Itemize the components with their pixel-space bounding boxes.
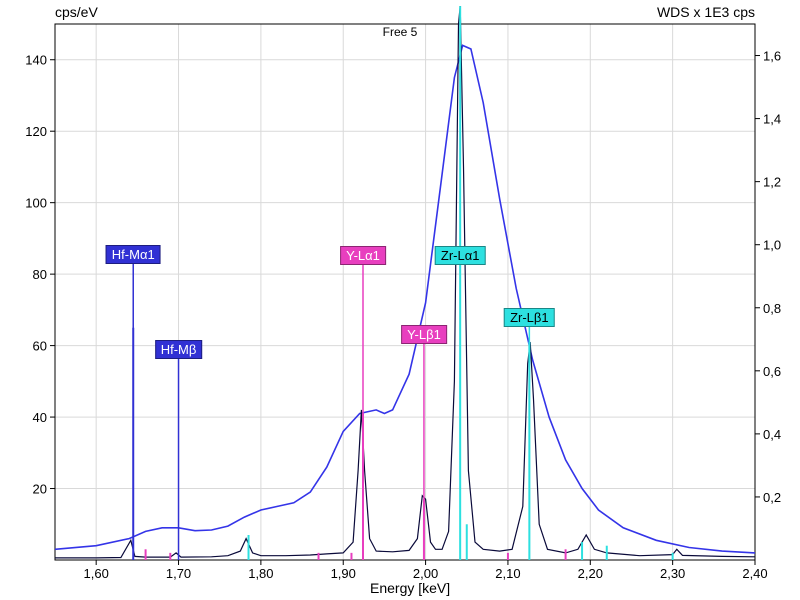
- chart-title: Free 5: [383, 25, 418, 39]
- svg-text:1,90: 1,90: [331, 566, 356, 581]
- svg-text:1,4: 1,4: [763, 112, 781, 127]
- svg-text:1,60: 1,60: [84, 566, 109, 581]
- svg-text:2,40: 2,40: [742, 566, 767, 581]
- svg-text:1,2: 1,2: [763, 175, 781, 190]
- svg-text:0,6: 0,6: [763, 364, 781, 379]
- svg-text:100: 100: [25, 196, 47, 211]
- svg-text:2,00: 2,00: [413, 566, 438, 581]
- svg-text:60: 60: [33, 339, 47, 354]
- svg-text:0,4: 0,4: [763, 427, 781, 442]
- svg-text:0,8: 0,8: [763, 301, 781, 316]
- left-axis-title: cps/eV: [55, 4, 98, 20]
- svg-text:2,20: 2,20: [578, 566, 603, 581]
- svg-text:1,0: 1,0: [763, 238, 781, 253]
- svg-text:0,2: 0,2: [763, 490, 781, 505]
- svg-text:1,70: 1,70: [166, 566, 191, 581]
- x-axis-title: Energy [keV]: [370, 580, 450, 596]
- svg-text:1,6: 1,6: [763, 49, 781, 64]
- svg-text:140: 140: [25, 53, 47, 68]
- svg-text:40: 40: [33, 410, 47, 425]
- right-axis-title: WDS x 1E3 cps: [657, 4, 755, 20]
- svg-text:2,10: 2,10: [495, 566, 520, 581]
- svg-text:1,80: 1,80: [248, 566, 273, 581]
- svg-text:20: 20: [33, 482, 47, 497]
- svg-text:2,30: 2,30: [660, 566, 685, 581]
- svg-text:80: 80: [33, 267, 47, 282]
- spectrum-chart: cps/eV WDS x 1E3 cps Free 5 Energy [keV]…: [0, 0, 800, 600]
- svg-text:120: 120: [25, 124, 47, 139]
- plot-canvas: 20 40 60 80 100 120 140 0,2 0,4 0,6 0,8 1,0 1,2 1,4 1,…: [0, 0, 800, 600]
